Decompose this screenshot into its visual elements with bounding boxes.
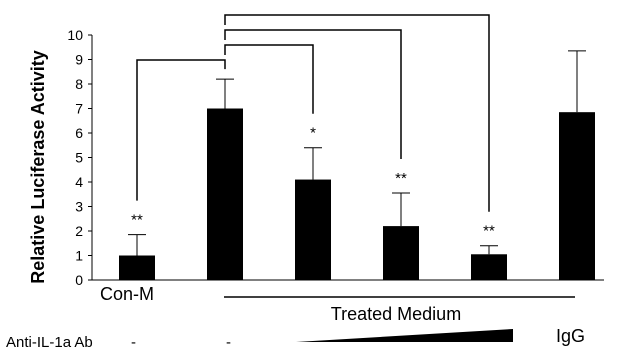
y-tick-label-3: 3 [75,199,83,215]
bracket-3 [224,29,402,160]
y-tick-label-5: 5 [75,150,83,166]
y-tick-label-10: 10 [67,27,83,43]
antibody-row-label: Anti-IL-1a Ab [6,334,93,351]
significance-5: ** [483,223,495,240]
significance-marks: ******* [131,125,495,240]
y-axis-label: Relative Luciferase Activity [28,50,48,283]
axes [91,35,604,281]
y-tick-label-7: 7 [75,101,83,117]
igg-label: IgG [556,326,585,346]
y-tick-label-1: 1 [75,248,83,264]
significance-1: ** [131,212,143,229]
treated-group-label: Treated Medium [331,304,461,324]
significance-4: ** [395,170,407,187]
antibody-concentration-gradient [296,329,513,342]
y-tick-label-4: 4 [75,174,83,190]
y-tick-label-0: 0 [75,272,83,288]
error-bars [128,50,586,256]
y-ticks: 0 1 2 3 4 5 6 7 8 9 10 [67,27,92,288]
bracket-1 [136,59,226,201]
bar-1 [119,255,155,280]
bar-3 [295,179,331,280]
bracket-4 [224,14,490,212]
antibody-mark-control: - [131,334,136,351]
comparison-brackets [136,14,490,212]
bar-2 [207,108,243,280]
antibody-mark-treated: - [226,334,231,351]
y-tick-label-2: 2 [75,223,83,239]
control-group-label: Con-M [100,284,154,304]
bar-6 [559,112,595,280]
bracket-2 [224,44,314,114]
bars [119,108,595,280]
y-tick-label-8: 8 [75,76,83,92]
y-tick-label-6: 6 [75,125,83,141]
y-tick-label-9: 9 [75,52,83,68]
bar-4 [383,226,419,280]
bar-5 [471,254,507,280]
significance-3: * [310,125,316,142]
